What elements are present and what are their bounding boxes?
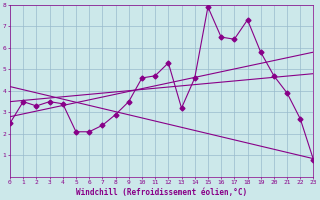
X-axis label: Windchill (Refroidissement éolien,°C): Windchill (Refroidissement éolien,°C) [76, 188, 247, 197]
